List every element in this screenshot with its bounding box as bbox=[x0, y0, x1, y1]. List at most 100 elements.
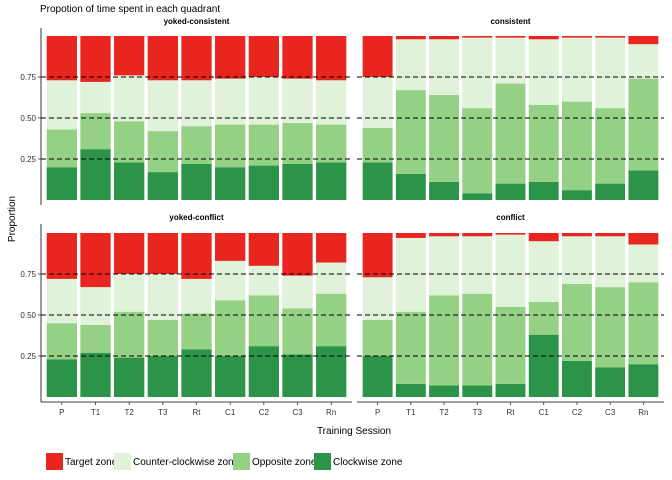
bar-segment-target-zone bbox=[147, 36, 178, 81]
x-tick-label: P bbox=[59, 408, 64, 417]
bar-segment-opposite-zone bbox=[429, 295, 460, 386]
bar-segment-target-zone bbox=[316, 233, 347, 263]
bar-segment-counter-clockwise-zone bbox=[282, 275, 313, 309]
bar-segment-opposite-zone bbox=[114, 311, 145, 358]
bar-segment-opposite-zone bbox=[114, 121, 145, 163]
bar-segment-opposite-zone bbox=[181, 126, 212, 164]
bar-segment-target-zone bbox=[46, 36, 77, 81]
bar-segment-counter-clockwise-zone bbox=[561, 236, 592, 284]
bar-segment-target-zone bbox=[80, 36, 111, 82]
bar-segment-counter-clockwise-zone bbox=[395, 237, 426, 312]
legend-label: Opposite zone bbox=[252, 457, 317, 468]
bar-segment-clockwise-zone bbox=[628, 170, 659, 200]
bar-segment-clockwise-zone bbox=[147, 172, 178, 200]
y-tick-label: 0.50 bbox=[20, 311, 36, 320]
bar-segment-opposite-zone bbox=[147, 319, 178, 356]
x-tick-label: C1 bbox=[539, 408, 550, 417]
bar-segment-counter-clockwise-zone bbox=[248, 77, 279, 125]
bar-segment-counter-clockwise-zone bbox=[147, 80, 178, 132]
x-tick-label: C2 bbox=[572, 408, 583, 417]
bar-segment-counter-clockwise-zone bbox=[628, 244, 659, 283]
bar-segment-clockwise-zone bbox=[429, 385, 460, 397]
bar-segment-target-zone bbox=[429, 233, 460, 237]
bar-segment-clockwise-zone bbox=[495, 383, 526, 397]
bar-segment-counter-clockwise-zone bbox=[46, 80, 77, 130]
bar-segment-opposite-zone bbox=[561, 283, 592, 361]
bar-segment-clockwise-zone bbox=[80, 149, 111, 200]
bar-segment-clockwise-zone bbox=[316, 162, 347, 200]
bar-segment-target-zone bbox=[495, 233, 526, 235]
bar-segment-counter-clockwise-zone bbox=[114, 75, 145, 122]
bar-segment-target-zone bbox=[181, 36, 212, 81]
bar-segment-target-zone bbox=[282, 36, 313, 79]
bar-segment-counter-clockwise-zone bbox=[282, 78, 313, 123]
bar-segment-opposite-zone bbox=[181, 313, 212, 350]
panel-yoked-consistent: yoked-consistent 0.25 0.50 0.75 bbox=[20, 17, 352, 205]
bar-segment-target-zone bbox=[46, 233, 77, 279]
bar-segment-opposite-zone bbox=[462, 108, 493, 194]
bar-segment-counter-clockwise-zone bbox=[114, 274, 145, 312]
bar-segment-opposite-zone bbox=[282, 122, 313, 164]
bar-segment-opposite-zone bbox=[80, 324, 111, 353]
bar-segment-opposite-zone bbox=[462, 293, 493, 386]
bar-segment-opposite-zone bbox=[495, 83, 526, 184]
x-tick-label: C3 bbox=[292, 408, 303, 417]
bar-segment-counter-clockwise-zone bbox=[215, 78, 246, 125]
bar-segment-target-zone bbox=[395, 36, 426, 40]
bar-segment-clockwise-zone bbox=[282, 354, 313, 397]
bar-segment-opposite-zone bbox=[628, 282, 659, 365]
bar-segment-opposite-zone bbox=[80, 113, 111, 150]
bar-segment-opposite-zone bbox=[362, 127, 393, 163]
bar-segment-clockwise-zone bbox=[561, 360, 592, 397]
bar-segment-clockwise-zone bbox=[248, 346, 279, 397]
bar-segment-target-zone bbox=[362, 233, 393, 278]
legend-item: Opposite zone bbox=[233, 453, 317, 470]
bar-segment-counter-clockwise-zone bbox=[561, 37, 592, 102]
bar-segment-counter-clockwise-zone bbox=[528, 39, 559, 105]
bar-segment-clockwise-zone bbox=[80, 352, 111, 397]
bar-segment-clockwise-zone bbox=[114, 162, 145, 200]
bar-segment-counter-clockwise-zone bbox=[80, 81, 111, 114]
bar-segment-clockwise-zone bbox=[462, 193, 493, 200]
bar-segment-clockwise-zone bbox=[528, 334, 559, 397]
bar-segment-counter-clockwise-zone bbox=[429, 236, 460, 296]
bar-segment-opposite-zone bbox=[395, 311, 426, 384]
bar-segment-counter-clockwise-zone bbox=[316, 80, 347, 125]
x-tick-label: T2 bbox=[124, 408, 134, 417]
bar-segment-clockwise-zone bbox=[595, 183, 626, 200]
bar-segment-clockwise-zone bbox=[595, 367, 626, 397]
bar-segment-clockwise-zone bbox=[181, 349, 212, 397]
bar-segment-counter-clockwise-zone bbox=[595, 236, 626, 288]
bar-segment-opposite-zone bbox=[248, 295, 279, 347]
bar-segment-clockwise-zone bbox=[628, 364, 659, 397]
bar-segment-counter-clockwise-zone bbox=[46, 278, 77, 324]
facet-panels: yoked-consistent 0.25 0.50 0.75 consistent yo… bbox=[20, 17, 664, 417]
legend-swatch bbox=[114, 453, 131, 470]
bar-segment-counter-clockwise-zone bbox=[595, 37, 626, 109]
x-tick-label: T1 bbox=[406, 408, 416, 417]
bar-segment-counter-clockwise-zone bbox=[181, 278, 212, 314]
x-axis-label: Training Session bbox=[317, 426, 391, 437]
bar-segment-counter-clockwise-zone bbox=[80, 287, 111, 325]
bar-segment-target-zone bbox=[462, 233, 493, 237]
bar-segment-counter-clockwise-zone bbox=[248, 265, 279, 296]
legend-item: Counter-clockwise zone bbox=[114, 453, 240, 470]
bar-segment-counter-clockwise-zone bbox=[429, 39, 460, 96]
legend-item: Target zone bbox=[46, 453, 118, 470]
y-axis-label: Proportion bbox=[7, 196, 18, 242]
x-tick-label: Rn bbox=[638, 408, 648, 417]
bar-segment-target-zone bbox=[561, 36, 592, 38]
bar-segment-counter-clockwise-zone bbox=[395, 39, 426, 91]
legend-label: Clockwise zone bbox=[333, 457, 403, 468]
bar-segment-target-zone bbox=[462, 36, 493, 38]
y-tick-label: 0.75 bbox=[20, 270, 36, 279]
bar-segment-target-zone bbox=[147, 233, 178, 274]
bar-segment-clockwise-zone bbox=[248, 165, 279, 200]
bar-segment-clockwise-zone bbox=[528, 181, 559, 200]
bar-segment-counter-clockwise-zone bbox=[462, 236, 493, 294]
bar-segment-target-zone bbox=[248, 36, 279, 77]
x-tick-label: Rt bbox=[193, 408, 202, 417]
bar-segment-target-zone bbox=[181, 233, 212, 279]
panel-title: conflict bbox=[496, 213, 525, 222]
bar-segment-counter-clockwise-zone bbox=[215, 260, 246, 301]
